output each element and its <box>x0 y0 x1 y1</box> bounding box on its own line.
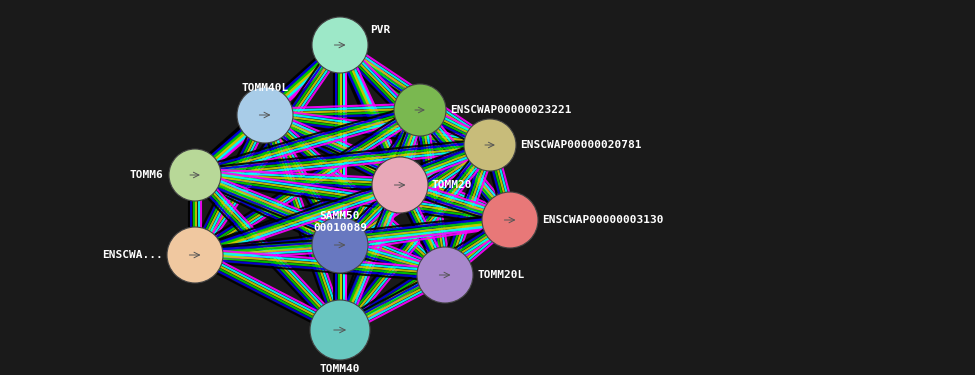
Text: TOMM20L: TOMM20L <box>477 270 525 280</box>
Circle shape <box>312 217 368 273</box>
Circle shape <box>464 119 516 171</box>
Text: TOMM20: TOMM20 <box>432 180 473 190</box>
Text: PVR: PVR <box>370 25 390 35</box>
Text: TOMM40: TOMM40 <box>320 364 360 374</box>
Text: ENSCWAP00000003130: ENSCWAP00000003130 <box>542 215 664 225</box>
Circle shape <box>394 84 446 136</box>
Circle shape <box>167 227 223 283</box>
Circle shape <box>169 149 221 201</box>
Circle shape <box>417 247 473 303</box>
Text: TOMM6: TOMM6 <box>130 170 163 180</box>
Text: ENSCWAP00000023221: ENSCWAP00000023221 <box>450 105 571 115</box>
Circle shape <box>237 87 293 143</box>
Circle shape <box>310 300 370 360</box>
Circle shape <box>312 17 368 73</box>
Text: ENSCWA...: ENSCWA... <box>102 250 163 260</box>
Circle shape <box>372 157 428 213</box>
Text: TOMM40L: TOMM40L <box>242 83 289 93</box>
Circle shape <box>482 192 538 248</box>
Text: ENSCWAP00000020781: ENSCWAP00000020781 <box>520 140 642 150</box>
Text: SAMM50
00010089: SAMM50 00010089 <box>313 211 367 232</box>
